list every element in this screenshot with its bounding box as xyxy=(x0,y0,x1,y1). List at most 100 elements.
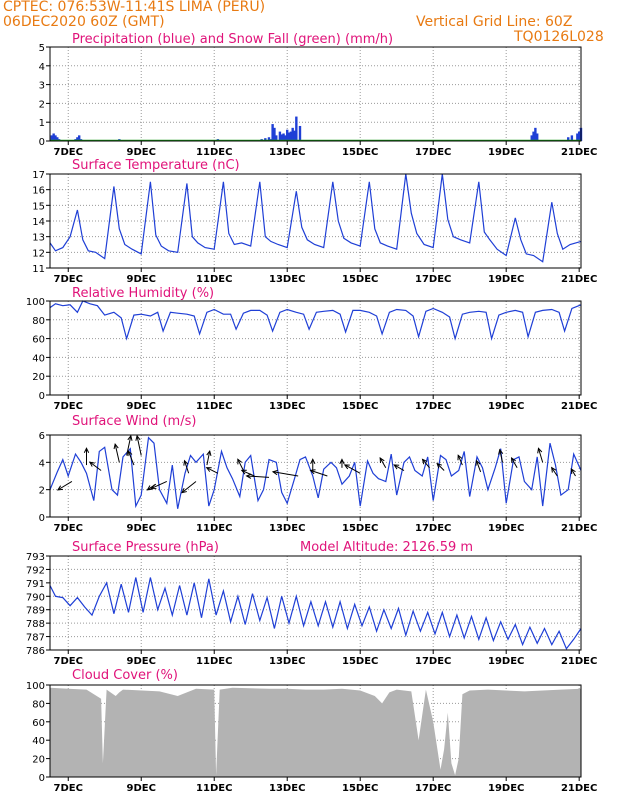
wind-arrow-head xyxy=(475,459,481,466)
x-tick-label: 17DEC xyxy=(415,656,451,667)
x-tick-label: 9DEC xyxy=(127,401,156,412)
x-tick-label: 13DEC xyxy=(269,523,305,534)
wind-arrow xyxy=(422,459,430,469)
precip-bar xyxy=(275,135,278,141)
precip-bar xyxy=(567,137,570,141)
wind-arrow xyxy=(206,450,211,466)
panel-frame xyxy=(49,684,582,778)
wind-arrow-head xyxy=(127,449,133,457)
x-tick-label: 15DEC xyxy=(342,274,378,285)
wind-arrow-head xyxy=(457,454,463,461)
y-tick-label: 16 xyxy=(32,186,45,197)
wind-arrow xyxy=(206,467,219,474)
panel-frame xyxy=(49,300,582,396)
wind-arrow-head xyxy=(83,447,90,453)
y-tick-label: 17 xyxy=(32,170,45,181)
precip-bar xyxy=(570,135,574,141)
x-tick-label: 9DEC xyxy=(127,147,156,158)
wind-arrow xyxy=(511,457,518,469)
panel-6: 0 20 40 60 80 100 7DEC 9DEC 11DEC 13DEC 15DEC 17DEC… xyxy=(26,668,597,794)
x-tick-label: 11DEC xyxy=(196,401,232,412)
precip-bar xyxy=(77,135,81,141)
x-tick-label: 19DEC xyxy=(488,656,524,667)
y-tick-label: 1 xyxy=(39,118,45,129)
x-tick-label: 17DEC xyxy=(415,147,451,158)
precip-bar xyxy=(576,133,579,141)
wind-arrow-head xyxy=(245,473,252,479)
precip-bar xyxy=(291,127,294,141)
y-tick-label: 787 xyxy=(26,633,45,644)
precip-bar xyxy=(532,131,535,141)
wind-arrow-head xyxy=(498,448,504,455)
wind-arrow xyxy=(114,444,120,463)
precip-bar xyxy=(287,132,291,141)
y-tick-label: 791 xyxy=(26,579,45,590)
wind-arrow xyxy=(379,457,387,469)
header-location: CPTEC: 076:53W-11:41S LIMA (PERU) xyxy=(3,0,266,15)
panel-title: Precipitation (blue) and Snow Fall (gree… xyxy=(72,32,393,47)
x-tick-label: 11DEC xyxy=(196,656,232,667)
wind-arrow xyxy=(184,460,190,474)
y-tick-label: 6 xyxy=(39,431,45,442)
series-line xyxy=(49,173,582,263)
wind-arrow-head xyxy=(146,485,153,491)
y-tick-label: 40 xyxy=(32,353,45,364)
x-tick-label: 9DEC xyxy=(127,656,156,667)
x-tick-label: 21DEC xyxy=(561,523,597,534)
wind-arrow-head xyxy=(88,461,95,467)
series-line xyxy=(49,300,582,341)
panel-frame xyxy=(49,555,582,651)
panel-2: 11 12 13 14 15 16 17 7DEC 9DEC 11DEC 13DEC 15DEC 17D… xyxy=(32,158,597,285)
x-tick-label: 7DEC xyxy=(54,523,83,534)
precip-bar xyxy=(50,135,54,141)
wind-arrow xyxy=(457,455,463,466)
x-tick-label: 7DEC xyxy=(54,147,83,158)
x-tick-label: 17DEC xyxy=(415,401,451,412)
precip-bar xyxy=(298,125,302,141)
wind-arrow xyxy=(181,481,197,494)
precip-bar xyxy=(534,127,537,141)
y-tick-label: 789 xyxy=(26,606,45,617)
panel-5: 786 787 788 789 790 791 792 793 7DEC 9DEC 11DEC 13D… xyxy=(26,540,597,667)
panel-title: Surface Temperature (nC) xyxy=(72,158,240,173)
precip-bar xyxy=(295,116,298,141)
y-tick-label: 20 xyxy=(32,372,45,383)
x-tick-label: 19DEC xyxy=(488,274,524,285)
wind-arrow-head xyxy=(150,484,157,490)
wind-arrow-head xyxy=(510,457,516,464)
wind-arrow xyxy=(237,459,244,471)
x-tick-label: 7DEC xyxy=(54,274,83,285)
panel-title: Cloud Cover (%) xyxy=(72,668,178,683)
y-tick-label: 13 xyxy=(32,233,45,244)
y-tick-label: 790 xyxy=(26,592,45,603)
x-tick-label: 9DEC xyxy=(127,274,156,285)
wind-arrow-head xyxy=(551,466,557,473)
x-tick-label: 19DEC xyxy=(488,147,524,158)
wind-arrow-head xyxy=(343,464,350,470)
y-tick-label: 15 xyxy=(32,201,45,212)
wind-arrow-head xyxy=(570,468,576,475)
x-tick-label: 7DEC xyxy=(54,401,83,412)
y-tick-label: 792 xyxy=(26,565,45,576)
wind-arrow-head xyxy=(436,462,443,469)
x-tick-label: 7DEC xyxy=(54,783,83,794)
wind-arrow-head xyxy=(537,447,543,454)
wind-arrow-head xyxy=(271,469,278,476)
wind-arrow xyxy=(344,464,361,474)
precip-bar xyxy=(52,133,55,141)
x-tick-label: 17DEC xyxy=(415,783,451,794)
wind-arrow-head xyxy=(183,459,189,466)
wind-arrow xyxy=(151,481,167,489)
y-tick-label: 14 xyxy=(32,217,45,228)
panel-4: 0 2 4 6 7DEC 9DEC 11DEC 13DEC 15DEC 17DEC 19DEC 21D… xyxy=(39,414,598,534)
x-tick-label: 21DEC xyxy=(561,274,597,285)
wind-arrow xyxy=(136,435,142,456)
y-tick-label: 20 xyxy=(32,755,45,766)
x-tick-label: 21DEC xyxy=(561,783,597,794)
precip-bar xyxy=(577,131,581,141)
wind-arrow-head xyxy=(206,449,212,457)
wind-arrow-head xyxy=(127,434,133,441)
y-tick-label: 2 xyxy=(39,486,45,497)
precip-bar xyxy=(76,137,79,141)
